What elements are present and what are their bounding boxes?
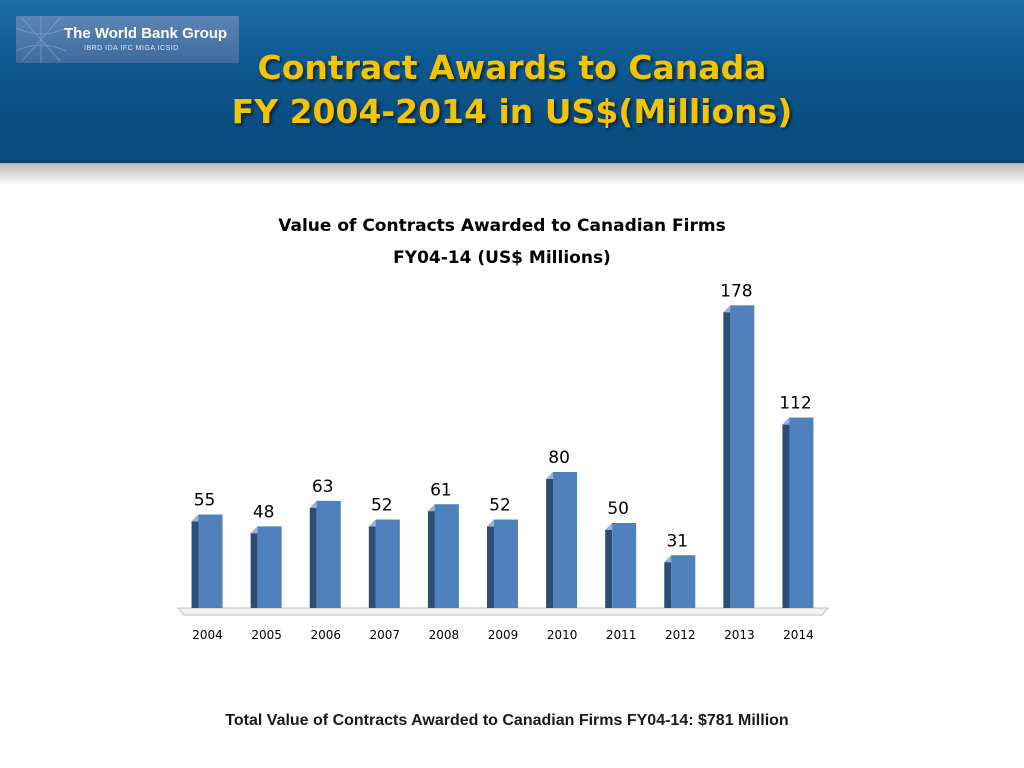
globe-lines-icon bbox=[16, 16, 67, 63]
bar bbox=[375, 519, 400, 608]
bar bbox=[730, 305, 755, 608]
bar bbox=[612, 523, 637, 608]
x-tick-label: 2011 bbox=[606, 628, 637, 642]
bar bbox=[257, 526, 282, 608]
data-label: 50 bbox=[607, 499, 629, 519]
logo-text: The World Bank Group bbox=[64, 25, 228, 42]
slide-title-line-2: FY 2004-2014 in US$(Millions) bbox=[231, 92, 793, 131]
bar bbox=[316, 500, 341, 608]
footer-total: Total Value of Contracts Awarded to Cana… bbox=[225, 712, 789, 729]
bar-side bbox=[605, 523, 613, 608]
header-shadow bbox=[0, 163, 1024, 185]
x-tick-label: 2013 bbox=[724, 628, 755, 642]
bar bbox=[553, 472, 578, 608]
bar bbox=[434, 504, 459, 608]
bar bbox=[789, 417, 814, 608]
chart-title-line-2: FY04-14 (US$ Millions) bbox=[393, 248, 611, 268]
x-tick-label: 2009 bbox=[488, 628, 519, 642]
chart-floor bbox=[176, 607, 830, 616]
data-label: 52 bbox=[489, 496, 511, 516]
data-label: 80 bbox=[548, 448, 570, 468]
x-tick-label: 2012 bbox=[665, 628, 696, 642]
bar-side bbox=[368, 519, 376, 608]
bar-side bbox=[487, 519, 494, 608]
data-label: 48 bbox=[253, 502, 275, 522]
bar-side bbox=[309, 500, 317, 608]
x-tick-label: 2006 bbox=[310, 628, 341, 642]
x-tick-label: 2010 bbox=[547, 628, 578, 642]
x-tick-label: 2004 bbox=[192, 628, 223, 642]
slide-header: The World Bank Group IBRD IDA IFC MIGA I… bbox=[0, 0, 1024, 163]
data-label: 55 bbox=[194, 491, 216, 511]
logo-members: IBRD IDA IFC MIGA ICSID bbox=[84, 45, 179, 52]
slide-title-line-1: Contract Awards to Canada bbox=[257, 48, 767, 87]
bar-side bbox=[250, 526, 258, 608]
bar-side bbox=[664, 555, 672, 608]
bar-side bbox=[427, 504, 435, 608]
data-label: 63 bbox=[312, 477, 334, 497]
data-label: 178 bbox=[720, 281, 752, 301]
world-bank-logo: The World Bank Group IBRD IDA IFC MIGA I… bbox=[16, 16, 239, 63]
bar bbox=[494, 519, 518, 608]
x-tick-label: 2014 bbox=[783, 628, 814, 642]
data-label: 52 bbox=[371, 496, 393, 516]
bar-side bbox=[191, 514, 199, 608]
slide-title: Contract Awards to Canada FY 2004-2014 i… bbox=[0, 46, 1024, 134]
data-label: 112 bbox=[779, 394, 811, 414]
bar-side bbox=[782, 417, 790, 608]
data-label: 31 bbox=[666, 531, 688, 551]
bar bbox=[198, 514, 223, 608]
bar-side bbox=[546, 472, 554, 608]
x-tick-label: 2005 bbox=[251, 628, 282, 642]
data-label: 61 bbox=[430, 480, 452, 500]
bar bbox=[671, 555, 696, 608]
x-tick-label: 2008 bbox=[429, 628, 460, 642]
x-tick-label: 2007 bbox=[370, 628, 401, 642]
chart-title-line-1: Value of Contracts Awarded to Canadian F… bbox=[278, 216, 726, 236]
bar-side bbox=[723, 305, 731, 608]
chart-title: Value of Contracts Awarded to Canadian F… bbox=[200, 210, 804, 274]
